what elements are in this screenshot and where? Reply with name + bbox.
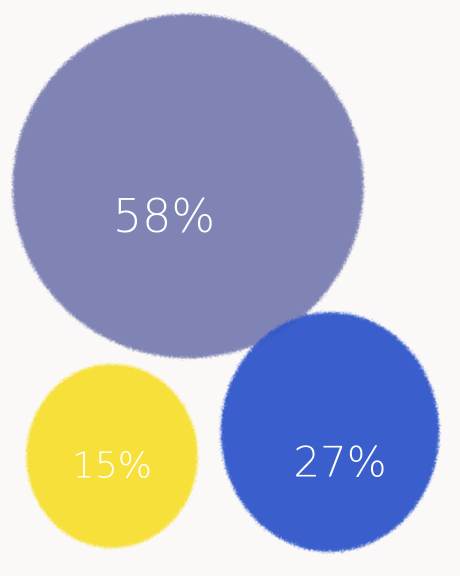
bubble-58: [12, 13, 364, 359]
bubble-15: [26, 364, 198, 548]
bubble-label-27: 27%: [293, 438, 386, 487]
bubble-label-58: 58%: [113, 189, 215, 243]
bubble-label-15: 15%: [72, 446, 152, 487]
bubble-27: [220, 312, 440, 552]
